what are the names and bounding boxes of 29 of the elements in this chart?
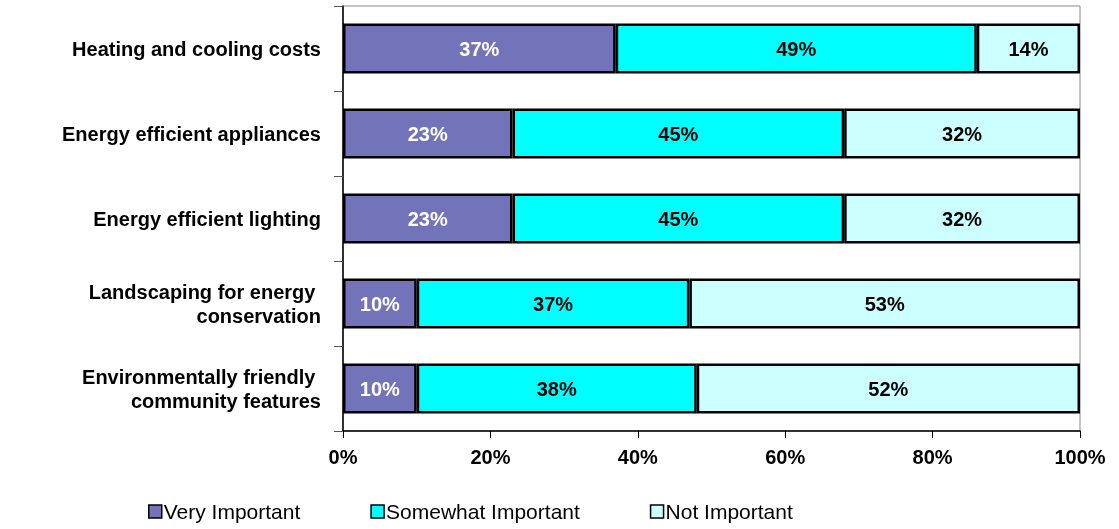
x-tick-label: 20% <box>470 446 511 468</box>
data-label: 37% <box>459 37 500 60</box>
x-tick-label: 100% <box>1054 446 1106 468</box>
legend-label: Somewhat Important <box>386 500 580 523</box>
x-tick-label: 40% <box>617 446 659 468</box>
data-label: 53% <box>864 292 905 315</box>
legend-label: Very Important <box>163 500 301 523</box>
y-tick-label: Energy efficient lighting <box>93 207 321 230</box>
data-label: 37% <box>533 292 574 315</box>
x-tick-label: 80% <box>912 446 953 468</box>
x-tick-label: 0% <box>328 446 358 468</box>
y-tick-label: Energy efficient appliances <box>62 122 321 145</box>
data-label: 23% <box>407 207 448 230</box>
data-label: 38% <box>536 377 577 400</box>
y-tick-label: Environmentally friendly community features <box>82 365 321 412</box>
data-label: 45% <box>658 207 699 230</box>
legend-label: Not Important <box>665 500 793 523</box>
x-tick-label: 60% <box>765 446 806 468</box>
data-label: 10% <box>359 292 401 315</box>
data-label: 32% <box>942 207 983 230</box>
data-label: 14% <box>1008 37 1049 60</box>
data-label: 52% <box>868 377 909 400</box>
data-label: 45% <box>658 122 699 145</box>
data-label: 23% <box>407 122 448 145</box>
y-tick-label: Landscaping for energy conservation <box>88 280 321 327</box>
data-label: 32% <box>942 122 983 145</box>
data-label: 49% <box>776 37 817 60</box>
data-label: 10% <box>359 377 401 400</box>
y-tick-label: Heating and cooling costs <box>72 37 321 60</box>
